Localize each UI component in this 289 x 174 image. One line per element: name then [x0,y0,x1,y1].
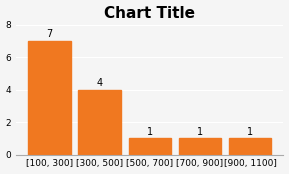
Bar [28,41,71,155]
Bar [179,138,221,155]
Text: 7: 7 [47,29,53,39]
Text: 1: 1 [247,127,253,137]
Text: 1: 1 [197,127,203,137]
Bar [229,138,271,155]
Bar [78,90,121,155]
Title: Chart Title: Chart Title [104,6,195,21]
Text: 1: 1 [147,127,153,137]
Text: 4: 4 [97,78,103,88]
Bar [129,138,171,155]
